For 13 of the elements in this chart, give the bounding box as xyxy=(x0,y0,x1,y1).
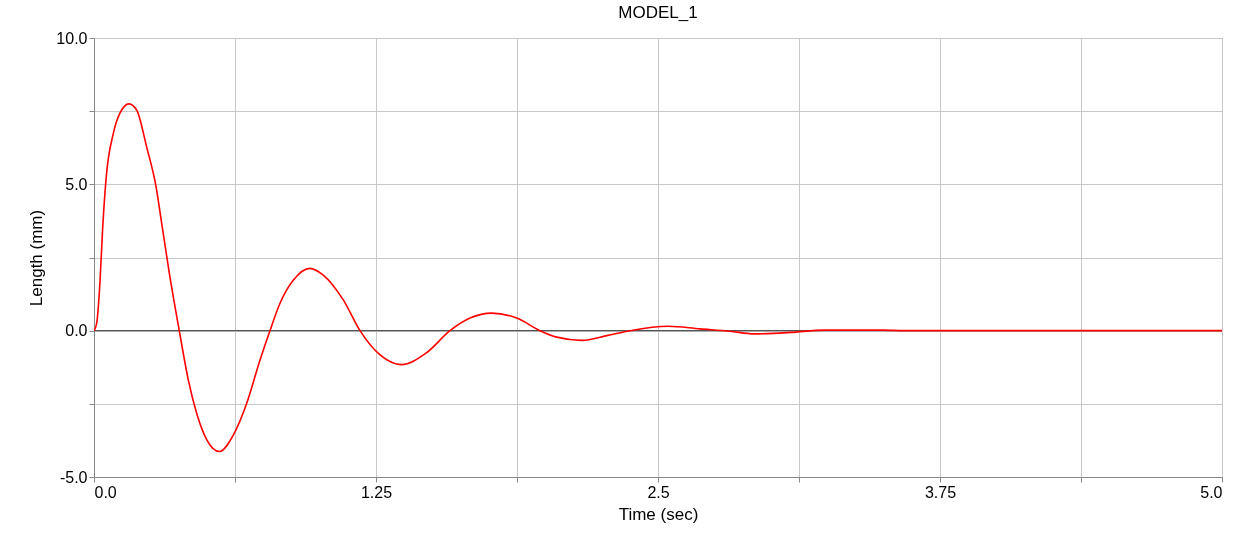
line-series xyxy=(94,103,1222,453)
x-tick-label: 2.5 xyxy=(647,483,670,501)
x-axis-title: Time (sec) xyxy=(618,504,699,524)
y-tick-label: 5.0 xyxy=(65,175,88,193)
y-tick-label: 0.0 xyxy=(65,322,88,340)
chart-title: MODEL_1 xyxy=(618,3,698,22)
x-tick-label: 0.0 xyxy=(94,483,117,501)
y-tick-label: -5.0 xyxy=(59,468,88,486)
x-tick-label: 1.25 xyxy=(360,483,393,501)
x-tick-label: 3.75 xyxy=(924,483,957,501)
x-tick-label: 5.0 xyxy=(1200,483,1223,501)
y-axis-title: Length (mm) xyxy=(27,209,47,307)
y-tick-label: 10.0 xyxy=(56,29,88,47)
